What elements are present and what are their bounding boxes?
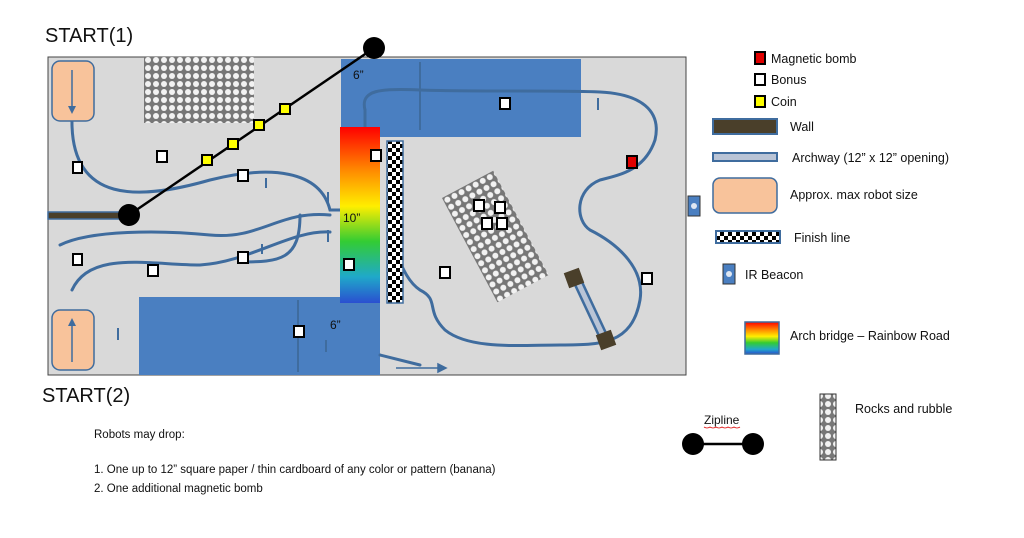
- legend-coin-swatch: [754, 95, 766, 108]
- start-2-label: START(2): [42, 385, 130, 407]
- legend-finish-swatch: [715, 230, 781, 244]
- legend-ir-label: IR Beacon: [745, 268, 803, 282]
- legend-robot-label: Approx. max robot size: [790, 188, 918, 202]
- wall-left: [47, 211, 127, 220]
- robot-start-1: [51, 60, 95, 122]
- legend-bonus-swatch: [754, 73, 766, 86]
- start-1-label: START(1): [45, 25, 133, 47]
- legend-bomb-label: Magnetic bomb: [771, 52, 857, 66]
- legend-rocks-label: Rocks and rubble: [855, 402, 952, 416]
- legend-zipline-end-right: [742, 433, 764, 455]
- legend-coin-label: Coin: [771, 95, 797, 109]
- notes-item-1: 1. One up to 12” square paper / thin car…: [94, 464, 496, 476]
- legend-bonus-label: Bonus: [771, 73, 806, 87]
- rocks-rubble-top: [144, 57, 254, 123]
- finish-line: [386, 140, 404, 304]
- legend-bomb-swatch: [754, 51, 766, 65]
- dim-bridge-label: 10”: [343, 211, 360, 225]
- legend-finish-label: Finish line: [794, 231, 850, 245]
- dim-bottom-label: 6”: [330, 318, 341, 332]
- bonus-items: [72, 97, 653, 338]
- archway-diagonal: [563, 267, 617, 351]
- legend-bridge-swatch: [744, 321, 780, 355]
- magnetic-bomb-field: [626, 155, 638, 169]
- zipline-field: [118, 37, 385, 226]
- legend-bridge-label: Arch bridge – Rainbow Road: [790, 329, 950, 343]
- legend-rocks-swatch: [819, 393, 837, 461]
- notes-heading: Robots may drop:: [94, 429, 185, 441]
- legend-archway-label: Archway (12” x 12” opening): [792, 151, 949, 165]
- legend-zipline-end-left: [682, 433, 704, 455]
- rocks-rubble-center: [442, 170, 549, 303]
- legend-wall-swatch: [712, 118, 778, 135]
- blue-zone-top: [341, 59, 581, 137]
- legend: Magnetic bomb Bonus Coin Wall Archway (1…: [682, 51, 952, 461]
- legend-wall-label: Wall: [790, 120, 814, 134]
- dim-top-label: 6”: [353, 68, 364, 82]
- legend-robot-swatch: [712, 177, 778, 214]
- notes-item-2: 2. One additional magnetic bomb: [94, 483, 263, 495]
- legend-zipline-label: Zipline: [704, 413, 740, 427]
- blue-zone-bottom: [139, 297, 380, 375]
- robot-start-2: [51, 309, 95, 371]
- legend-archway-swatch: [712, 152, 778, 162]
- coins: [201, 103, 291, 166]
